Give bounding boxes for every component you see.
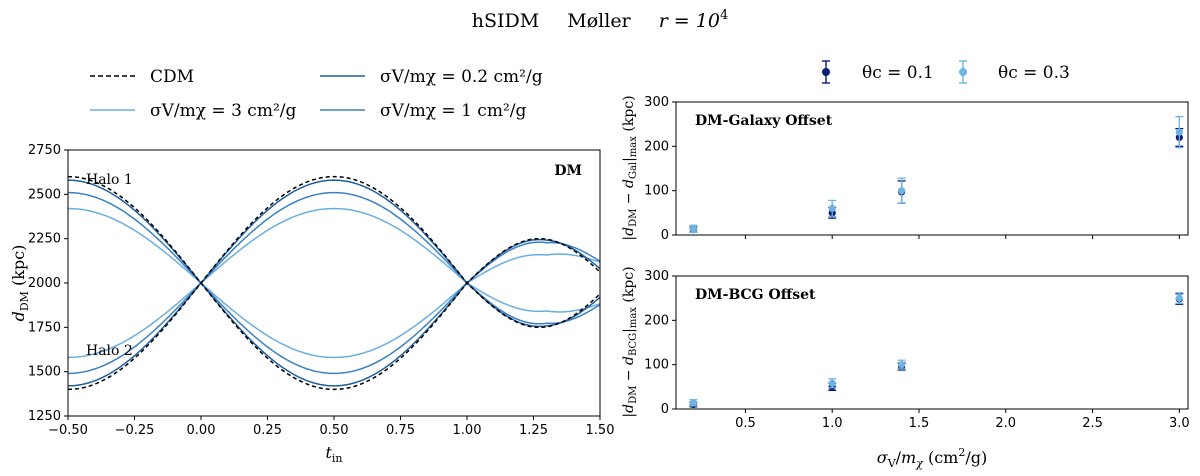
- dm-curves: [68, 175, 600, 391]
- halo1-curve: [68, 175, 600, 391]
- galaxy-point: [1175, 128, 1183, 136]
- legend-t03-marker: [959, 68, 967, 76]
- galaxy-y-label: |dDM − dGal|max (kpc): [621, 95, 639, 240]
- halo1-curve: [68, 191, 600, 375]
- dm-x-ticks: −0.50 −0.25 0.00 0.25 0.50 0.75 1.00 1.25 1.50: [48, 416, 614, 438]
- galaxy-points: [689, 115, 1184, 234]
- dm-panel-frame: [67, 149, 601, 417]
- dm-x-tick-label: 0.25: [253, 423, 282, 438]
- bcg-x-tick-label: 0.5: [735, 416, 756, 431]
- dm-y-tick-label: 2750: [28, 143, 61, 158]
- legend-s3-label: σV/mχ = 3 cm²/g: [150, 101, 296, 121]
- bcg-y-tick-label: 100: [644, 358, 669, 373]
- dm-x-tick-label: −0.25: [115, 423, 155, 438]
- bcg-point: [828, 379, 836, 387]
- bcg-x-tick-label: 2.5: [1082, 416, 1103, 431]
- bcg-y-tick-label: 300: [644, 269, 669, 284]
- dm-y-tick-label: 1500: [28, 365, 61, 380]
- halo2-curve: [68, 179, 600, 387]
- dm-x-tick-label: 0.75: [386, 423, 415, 438]
- bcg-point: [689, 399, 697, 407]
- halo2-annotation: Halo 2: [86, 343, 133, 359]
- bcg-x-ticks: 0.5 1.0 1.5 2.0 2.5 3.0: [735, 409, 1190, 431]
- legend-t01-label: θc = 0.1: [862, 63, 934, 83]
- halo2-curve: [68, 191, 600, 375]
- galaxy-panel-frame: [675, 101, 1189, 236]
- dm-x-tick-label: 1.25: [519, 423, 548, 438]
- bcg-x-label: σV/mχ (cm2/g): [877, 446, 987, 470]
- bcg-point: [1175, 294, 1183, 302]
- galaxy-y-ticks: 0 100 200 300: [644, 95, 676, 243]
- dm-y-label: dDM (kpc): [9, 245, 31, 322]
- bcg-y-label: |dDM − dBCG|max (kpc): [621, 266, 639, 417]
- galaxy-point: [828, 204, 836, 212]
- title-r: r = 10: [659, 10, 720, 32]
- legend-s02-label: σV/mχ = 0.2 cm²/g: [380, 67, 543, 87]
- bcg-y-tick-label: 200: [644, 313, 669, 328]
- bcg-x-tick-label: 3.0: [1169, 416, 1190, 431]
- legend-s1-label: σV/mχ = 1 cm²/g: [380, 101, 526, 121]
- dm-x-tick-label: 0.00: [187, 423, 216, 438]
- bcg-point: [898, 361, 906, 369]
- halo1-curve: [68, 179, 600, 387]
- dm-x-tick-label: 0.50: [320, 423, 349, 438]
- legend-cdm-label: CDM: [150, 67, 194, 87]
- dm-y-tick-label: 2000: [28, 276, 61, 291]
- right-legend: θc = 0.1 θc = 0.3: [822, 60, 1070, 84]
- halo1-annotation: Halo 1: [86, 172, 133, 188]
- figure-title: hSIDM Møller r = 104: [472, 8, 728, 32]
- galaxy-y-tick-label: 100: [644, 184, 669, 199]
- dm-y-tick-label: 2500: [28, 187, 61, 202]
- left-legend: CDM σV/mχ = 3 cm²/g σV/mχ = 0.2 cm²/g σV…: [90, 67, 543, 121]
- title-model: hSIDM: [472, 10, 539, 32]
- dm-x-tick-label: −0.50: [48, 423, 88, 438]
- galaxy-x-ticks: [744, 235, 1180, 239]
- legend-t03-label: θc = 0.3: [998, 63, 1070, 83]
- dm-y-tick-label: 1750: [28, 320, 61, 335]
- dm-y-ticks: 1250 1500 1750 2000 2250 2500 2750: [28, 143, 68, 424]
- title-r-exp: 4: [720, 8, 728, 23]
- bcg-y-ticks: 0 100 200 300: [644, 269, 676, 417]
- galaxy-panel-label: DM-Galaxy Offset: [695, 113, 833, 129]
- legend-t01-marker: [822, 68, 830, 76]
- galaxy-point: [689, 225, 697, 233]
- bcg-y-tick-label: 0: [661, 402, 669, 417]
- galaxy-y-tick-label: 300: [644, 95, 669, 110]
- title-scatter: Møller: [567, 10, 631, 32]
- bcg-points: [689, 292, 1184, 409]
- dm-x-tick-label: 1.50: [586, 423, 615, 438]
- bcg-x-tick-label: 1.0: [822, 416, 843, 431]
- halo1-curve: [68, 207, 600, 359]
- dm-x-tick-label: 1.00: [453, 423, 482, 438]
- galaxy-offset-panel: 0 100 200 300 DM-Galaxy Offset |dDM − dGal|…: [621, 95, 1189, 243]
- bcg-panel-frame: [675, 275, 1189, 410]
- dm-panel-label: DM: [554, 163, 582, 179]
- dm-y-tick-label: 2250: [28, 232, 61, 247]
- halo2-curve: [68, 175, 600, 391]
- bcg-x-tick-label: 1.5: [909, 416, 930, 431]
- dm-y-tick-label: 1250: [28, 409, 61, 424]
- halo2-curve: [68, 207, 600, 359]
- dm-distance-panel: −0.50 −0.25 0.00 0.25 0.50 0.75 1.00 1.25 1.50 1…: [9, 143, 614, 465]
- dm-x-label: tin: [325, 443, 342, 465]
- bcg-offset-panel: 0 100 200 300 0.5 1.0 1.5 2.0 2.5 3.0 DM-BCG Off…: [621, 266, 1190, 470]
- galaxy-y-tick-label: 0: [661, 228, 669, 243]
- bcg-panel-label: DM-BCG Offset: [695, 287, 816, 303]
- bcg-x-tick-label: 2.0: [995, 416, 1016, 431]
- galaxy-y-tick-label: 200: [644, 139, 669, 154]
- galaxy-point: [898, 187, 906, 195]
